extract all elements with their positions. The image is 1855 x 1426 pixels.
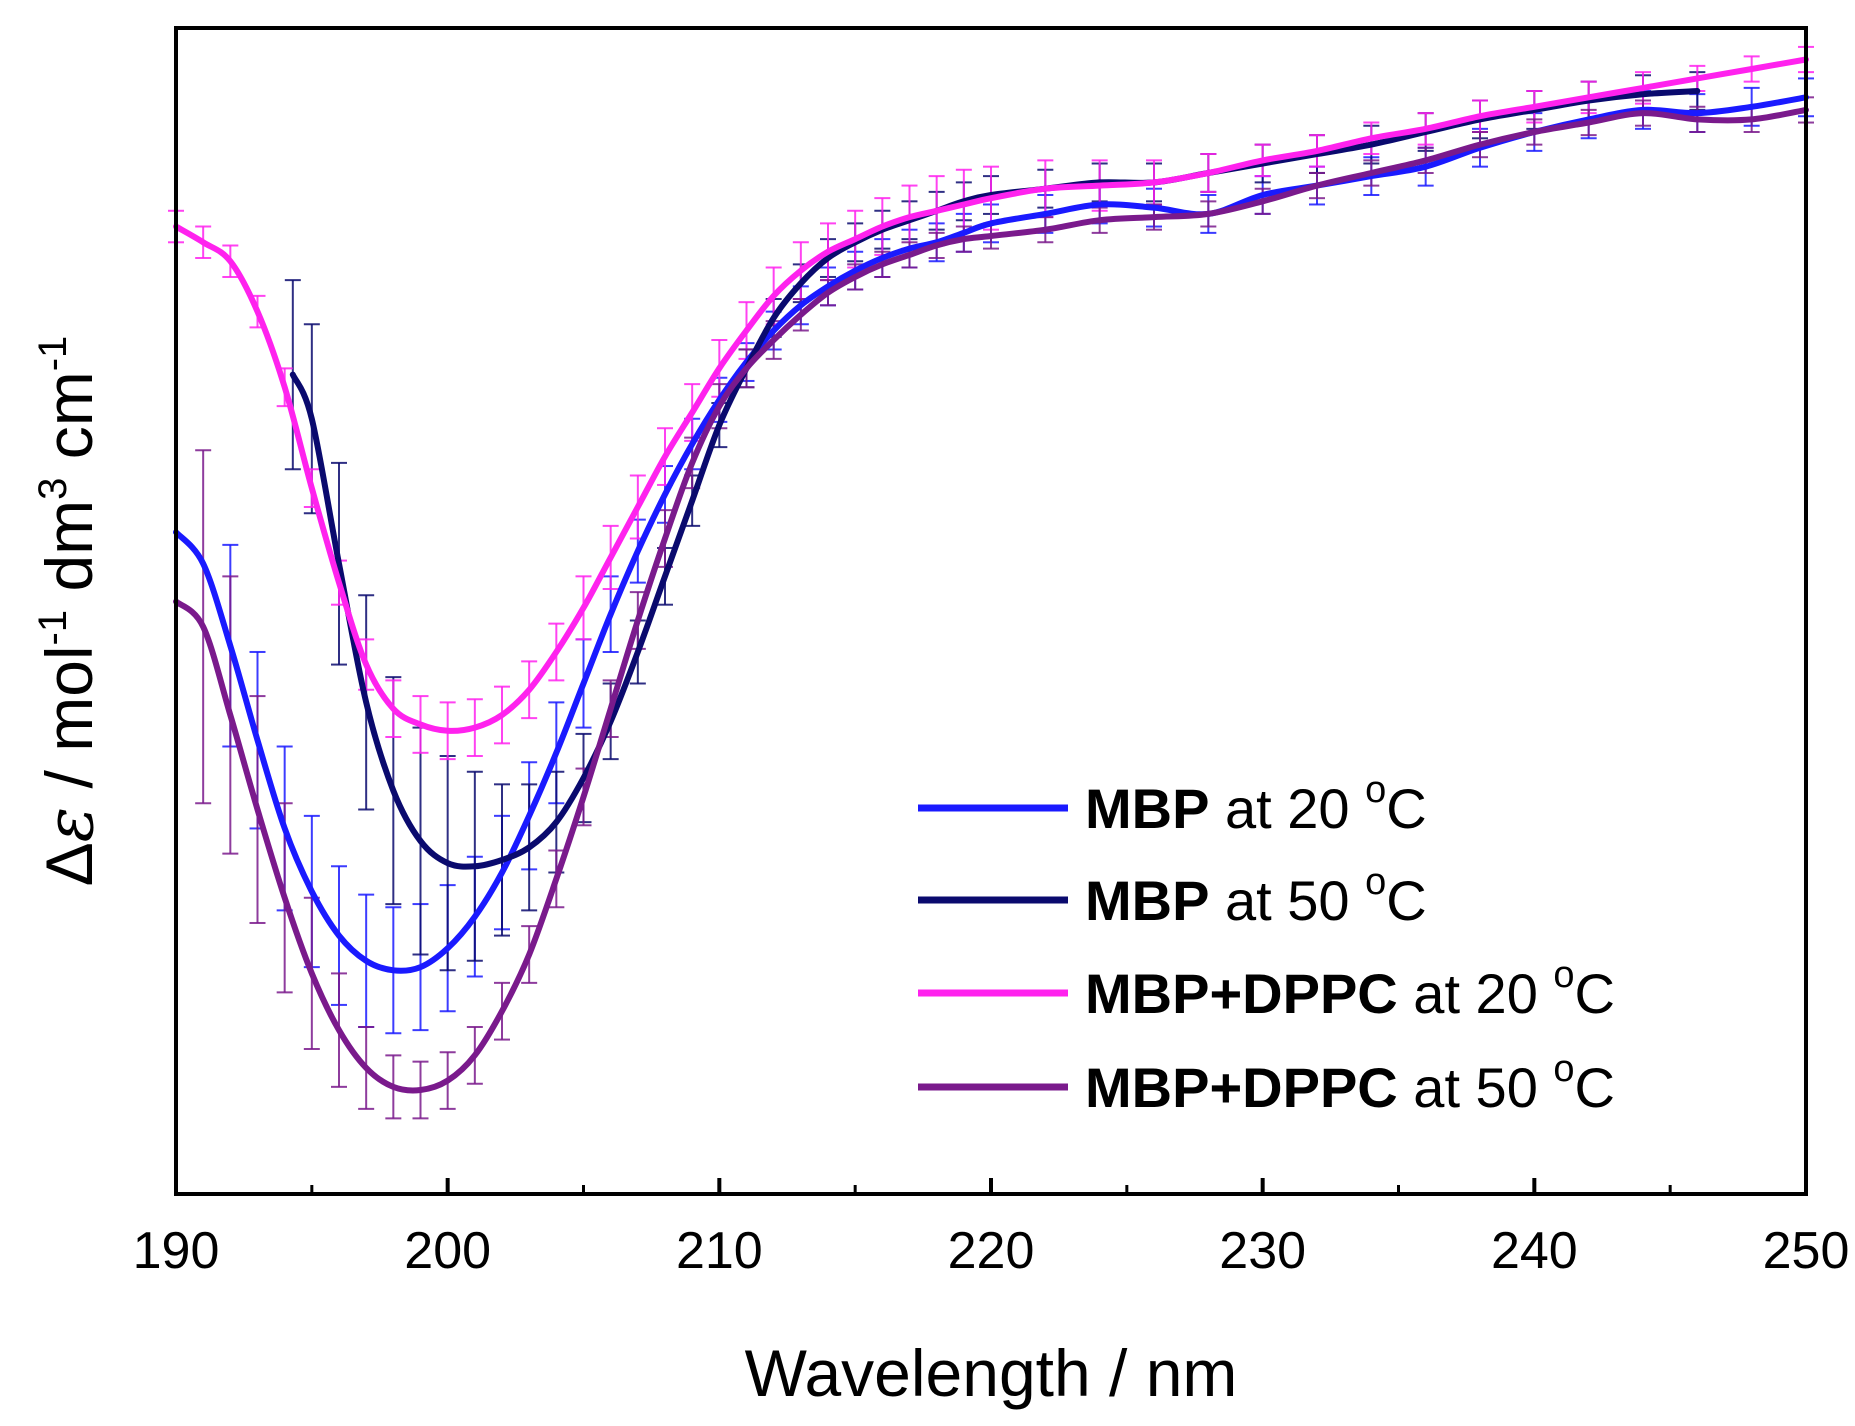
series-1-line — [289, 88, 1701, 870]
y-axis-title-part3: cm — [32, 371, 106, 477]
y-axis-title: Δε / mol-1 dm3 cm-1 — [31, 336, 108, 887]
legend-label-mbp-dppc-50: MBP+DPPC at 50 oC — [1085, 1048, 1615, 1119]
x-tick-label: 190 — [133, 1222, 220, 1280]
series-lines-layer — [173, 56, 1809, 1094]
legend-label-mbp-dppc-20: MBP+DPPC at 20 oC — [1085, 954, 1615, 1025]
y-axis-title-sup1: -1 — [31, 610, 75, 646]
series-3-line — [173, 106, 1809, 1094]
x-tick-label: 210 — [676, 1222, 763, 1280]
series-0-line — [173, 94, 1809, 974]
x-tick-label: 220 — [948, 1222, 1035, 1280]
y-axis-title-part1: / mol — [32, 645, 106, 806]
legend-label-mbp-20: MBP at 20 oC — [1085, 769, 1427, 840]
y-axis-title-sup3: -1 — [31, 336, 75, 372]
x-ticks-layer: 190 200 210 220 230 240 250 — [133, 1178, 1850, 1280]
y-axis-title-epsilon: ε — [31, 807, 108, 842]
y-axis-title-sup2: 3 — [31, 478, 75, 500]
x-tick-label: 250 — [1763, 1222, 1850, 1280]
legend: MBP at 20 oC MBP at 50 oC MBP+DPPC at 20… — [918, 769, 1615, 1119]
x-tick-label: 240 — [1491, 1222, 1578, 1280]
y-axis-title-delta: Δ — [32, 842, 106, 886]
x-axis-title: Wavelength / nm — [745, 1336, 1238, 1410]
x-tick-label: 230 — [1219, 1222, 1306, 1280]
legend-label-mbp-50: MBP at 50 oC — [1085, 861, 1427, 932]
series-2-line — [173, 56, 1809, 734]
y-axis-title-part2: dm — [32, 500, 106, 610]
x-tick-label: 200 — [404, 1222, 491, 1280]
